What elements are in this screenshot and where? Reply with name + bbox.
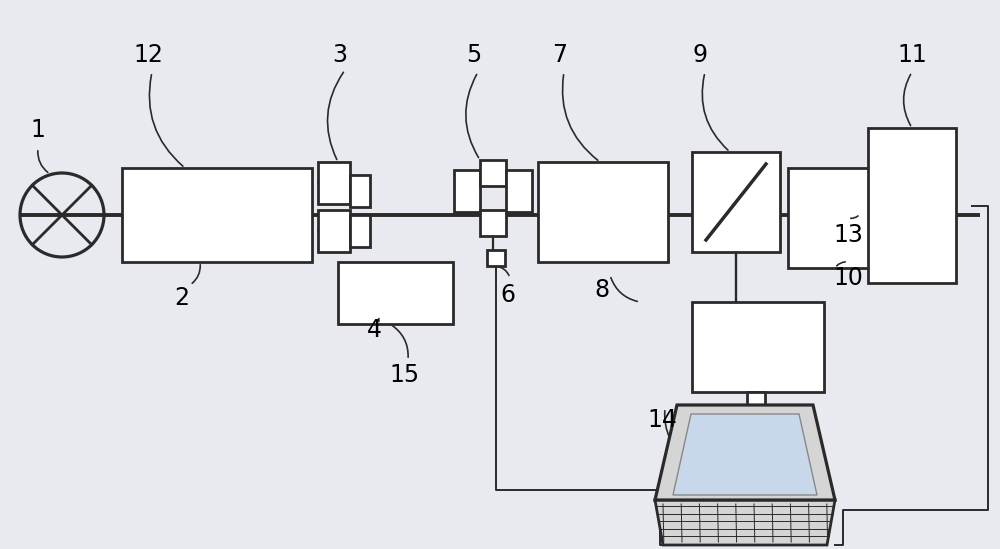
Text: 13: 13: [833, 223, 863, 247]
Bar: [480, 160, 506, 186]
Text: 3: 3: [332, 43, 348, 67]
Bar: [350, 175, 370, 207]
Text: 10: 10: [833, 266, 863, 290]
Bar: [318, 210, 350, 252]
Text: 5: 5: [466, 43, 482, 67]
Text: 4: 4: [366, 318, 382, 342]
Bar: [480, 210, 506, 236]
Bar: [318, 162, 350, 204]
Text: 14: 14: [647, 408, 677, 432]
Text: 9: 9: [692, 43, 708, 67]
Bar: [788, 168, 876, 268]
Bar: [868, 128, 956, 283]
Text: 6: 6: [501, 283, 516, 307]
Text: 11: 11: [897, 43, 927, 67]
Text: 7: 7: [552, 43, 568, 67]
Bar: [338, 262, 453, 324]
Bar: [692, 152, 780, 252]
Bar: [454, 170, 480, 212]
Bar: [538, 162, 668, 262]
Text: 8: 8: [594, 278, 610, 302]
Polygon shape: [673, 414, 817, 495]
Bar: [747, 392, 765, 408]
Bar: [122, 168, 312, 262]
Polygon shape: [655, 500, 835, 545]
Bar: [506, 170, 532, 212]
Bar: [878, 198, 894, 214]
Polygon shape: [655, 405, 835, 500]
Text: 1: 1: [31, 118, 45, 142]
Bar: [350, 215, 370, 247]
Bar: [487, 250, 505, 266]
Text: 12: 12: [133, 43, 163, 67]
Text: 15: 15: [390, 363, 420, 387]
Bar: [692, 302, 824, 392]
Text: 2: 2: [175, 286, 190, 310]
